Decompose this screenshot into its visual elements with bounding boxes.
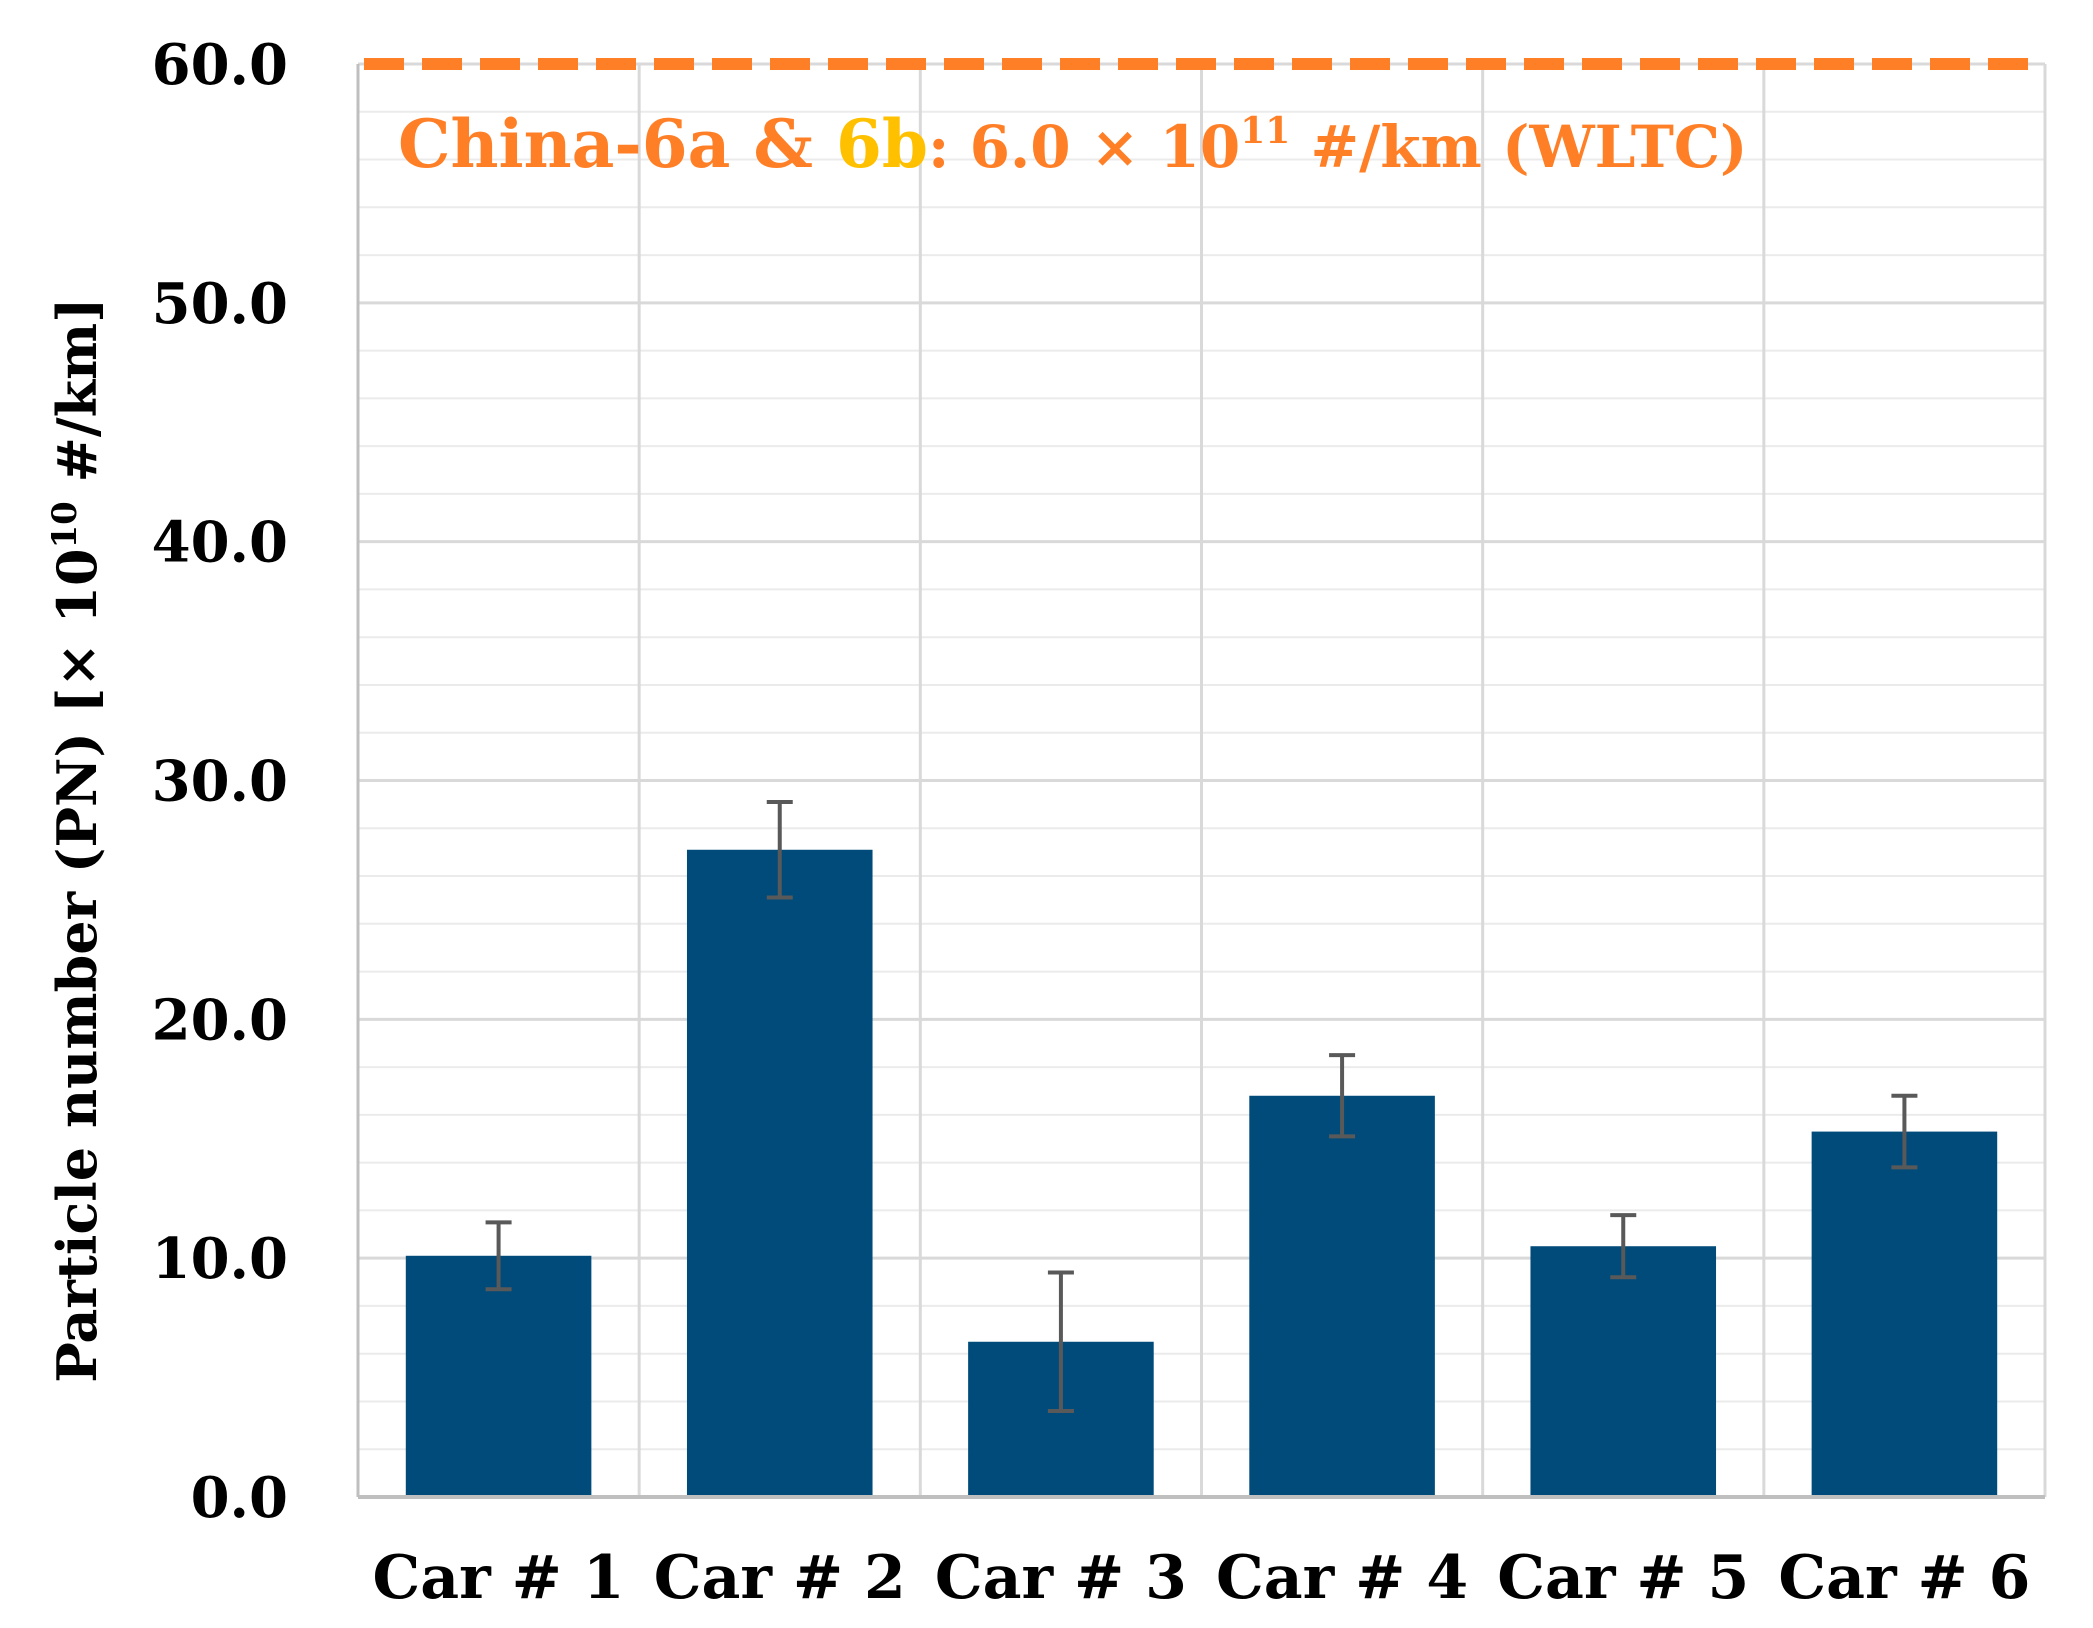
bar-6: [1811, 1131, 1998, 1497]
x-tick-label: Car # 2: [654, 1543, 906, 1613]
y-tick-label: 50.0: [152, 271, 288, 337]
y-tick-label: 40.0: [152, 510, 288, 576]
x-tick-label: Car # 1: [373, 1543, 625, 1613]
x-tick-label: Car # 6: [1778, 1543, 2030, 1613]
y-axis-label-tail: #/km]: [45, 297, 109, 501]
bar-2: [686, 849, 873, 1497]
x-tick-label: Car # 3: [935, 1543, 1187, 1613]
bar-1: [405, 1255, 592, 1497]
y-axis-label-main: Particle number (PN) [× 10: [45, 548, 109, 1382]
y-tick-label: 20.0: [152, 987, 288, 1053]
bar-series: [405, 849, 1998, 1497]
limit-label-part3: : 6.0 × 10: [928, 113, 1240, 181]
y-axis-label-exponent: 10: [45, 501, 85, 548]
error-bars: [485, 799, 1918, 1414]
x-tick-label: Car # 5: [1497, 1543, 1749, 1613]
major-gridlines: [356, 62, 2047, 1499]
y-tick-label: 30.0: [152, 749, 288, 815]
y-tick-label: 60.0: [152, 32, 288, 98]
limit-label-part4: #/km (WLTC): [1290, 113, 1747, 181]
x-tick-label: Car # 4: [1216, 1543, 1468, 1613]
x-tick-labels: Car # 1 Car # 2 Car # 3 Car # 4 Car # 5 Car #…: [373, 1543, 2031, 1613]
y-tick-labels: 0.0 10.0 20.0 30.0 40.0 50.0 60.0: [152, 32, 288, 1531]
bar-4: [1249, 1095, 1435, 1497]
y-tick-label: 0.0: [191, 1465, 288, 1531]
y-tick-label: 10.0: [152, 1226, 288, 1292]
y-axis-label: Particle number (PN) [× 1010 #/km]: [45, 297, 109, 1382]
limit-label-highlight: 6b: [836, 105, 928, 183]
limit-label-exponent: 11: [1240, 110, 1290, 152]
bar-5: [1530, 1246, 1717, 1497]
limit-label: China-6a & 6b: 6.0 × 1011 #/km (WLTC): [398, 105, 1747, 183]
limit-label-part1: China-6a &: [398, 105, 836, 183]
axes: [356, 64, 2045, 1499]
